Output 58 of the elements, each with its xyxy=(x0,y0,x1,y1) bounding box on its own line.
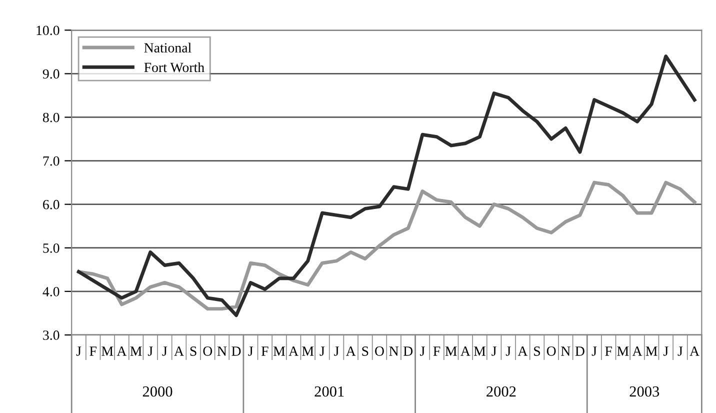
x-tick-label: J xyxy=(678,346,683,356)
y-tick-label: 9.0 xyxy=(42,69,60,79)
x-tick-label: M xyxy=(617,346,629,356)
x-tick-label: N xyxy=(217,346,227,356)
x-tick-label: A xyxy=(346,346,356,356)
x-tick-label: D xyxy=(232,346,241,356)
x-tick-label: J xyxy=(148,346,153,356)
x-tick-label: J xyxy=(420,346,425,356)
x-tick-label: A xyxy=(460,346,470,356)
x-tick-label: D xyxy=(575,346,584,356)
x-tick-label: N xyxy=(561,346,570,356)
x-tick-label: M xyxy=(130,346,142,356)
y-tick-label: 8.0 xyxy=(42,112,60,122)
x-tick-label: F xyxy=(433,346,440,356)
x-tick-label: A xyxy=(174,346,184,356)
x-tick-label: F xyxy=(261,346,268,356)
y-tick-label: 7.0 xyxy=(43,156,60,166)
x-tick-label: M xyxy=(273,346,286,356)
legend-label: Fort Worth xyxy=(144,62,204,72)
x-tick-label: S xyxy=(362,346,368,356)
x-tick-label: S xyxy=(534,346,540,356)
x-tick-label: J xyxy=(492,346,496,356)
y-tick-label: 6.0 xyxy=(43,200,60,210)
x-tick-label: F xyxy=(605,346,612,356)
x-tick-label: A xyxy=(632,346,642,356)
text: 2003 xyxy=(630,386,660,397)
x-tick-label: J xyxy=(334,346,339,356)
x-tick-label: J xyxy=(506,346,511,356)
x-tick-label: A xyxy=(690,346,700,356)
y-tick-label: 4.0 xyxy=(42,286,60,296)
x-tick-label: A xyxy=(116,346,127,356)
y-tick-label: 10.0 xyxy=(36,26,60,36)
x-tick-label: N xyxy=(389,346,398,356)
y-tick-label: 5.0 xyxy=(43,243,60,253)
x-tick-label: D xyxy=(404,346,413,356)
x-tick-label: J xyxy=(320,346,325,356)
x-tick-label: M xyxy=(646,346,658,356)
x-tick-label: M xyxy=(445,346,457,356)
y-tick-label: 3.0 xyxy=(43,330,60,340)
x-tick-label: A xyxy=(288,346,298,356)
text: 2001 xyxy=(314,386,344,397)
x-tick-label: M xyxy=(474,346,486,356)
text: 2000 xyxy=(142,386,172,397)
x-tick-label: J xyxy=(663,346,668,356)
x-tick-label: O xyxy=(375,346,384,356)
legend-label: National xyxy=(144,42,192,53)
x-tick-label: J xyxy=(248,346,254,356)
x-tick-label: A xyxy=(518,346,528,356)
x-tick-label: M xyxy=(302,346,314,356)
x-tick-label: F xyxy=(90,346,96,356)
x-tick-label: J xyxy=(76,346,82,356)
text: 2002 xyxy=(486,386,516,397)
x-tick-label: J xyxy=(592,346,597,356)
x-tick-label: O xyxy=(546,346,556,356)
x-tick-label: J xyxy=(162,346,168,356)
x-tick-label: O xyxy=(203,346,212,356)
x-tick-label: M xyxy=(102,346,114,356)
x-tick-label: S xyxy=(190,346,196,356)
